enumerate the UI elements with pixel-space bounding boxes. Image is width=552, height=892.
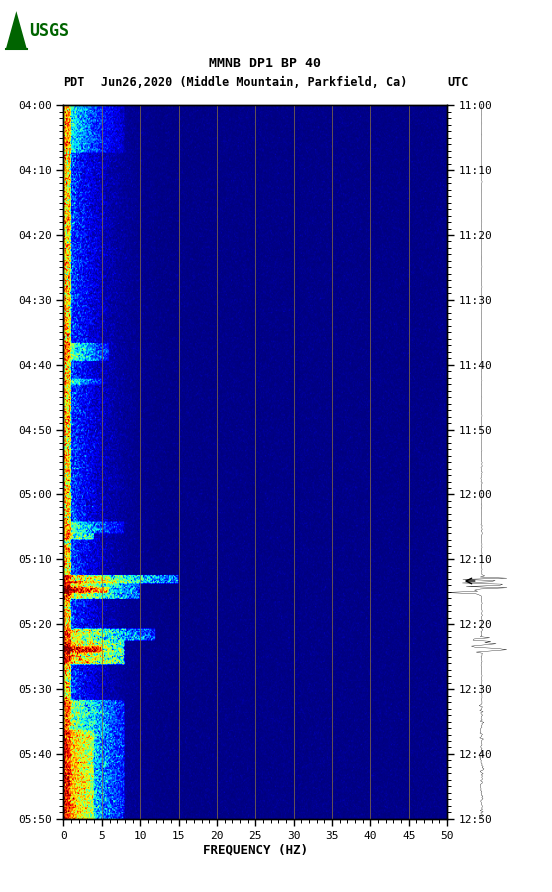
Text: Jun26,2020 (Middle Mountain, Parkfield, Ca): Jun26,2020 (Middle Mountain, Parkfield, … — [100, 76, 407, 89]
Text: PDT: PDT — [63, 76, 85, 89]
Text: MMNB DP1 BP 40: MMNB DP1 BP 40 — [209, 57, 321, 70]
Text: UTC: UTC — [447, 76, 469, 89]
X-axis label: FREQUENCY (HZ): FREQUENCY (HZ) — [203, 844, 308, 856]
Text: USGS: USGS — [30, 22, 70, 40]
Polygon shape — [6, 11, 27, 49]
